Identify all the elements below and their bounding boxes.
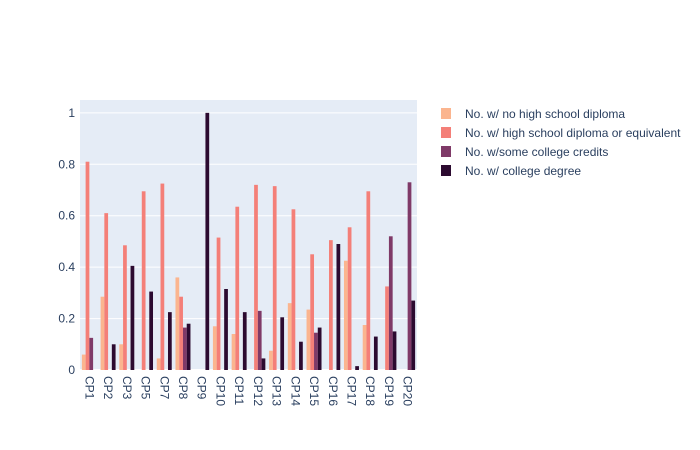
bar (272, 186, 277, 370)
bar (336, 244, 341, 370)
bar (182, 327, 187, 370)
bar (385, 286, 389, 370)
bar (119, 344, 124, 370)
bar (261, 358, 266, 370)
bar (212, 326, 217, 370)
bar (355, 366, 359, 370)
bar (224, 289, 228, 370)
x-tick-label: CP18 (363, 376, 377, 406)
plot-background (80, 100, 417, 370)
bar (242, 312, 247, 370)
x-tick-label: CP8 (176, 376, 190, 400)
bar (314, 332, 318, 370)
legend-label: No. w/ high school diploma or equivalent (465, 126, 681, 140)
x-tick-label: CP7 (157, 376, 171, 400)
bar (231, 334, 236, 370)
legend-swatch (441, 146, 451, 157)
bar (280, 317, 285, 370)
bar (392, 331, 397, 370)
bar (362, 325, 367, 370)
bars (81, 112, 416, 371)
bar (149, 291, 154, 370)
bar (130, 265, 135, 370)
bar (257, 310, 262, 370)
bar (411, 300, 416, 370)
legend-swatch (441, 127, 451, 138)
bar (186, 323, 191, 370)
legend-swatch (441, 165, 451, 176)
legend-label: No. w/some college credits (465, 145, 608, 159)
x-tick-label: CP16 (326, 376, 340, 406)
y-tick-label: 1 (68, 106, 75, 120)
x-tick-label: CP19 (382, 376, 396, 406)
bar (306, 309, 311, 370)
y-tick-label: 0.2 (58, 312, 75, 326)
bar (160, 183, 165, 370)
y-axis-ticks: 0 0.2 0.4 0.6 0.8 1 (58, 106, 75, 377)
bar (287, 303, 292, 370)
x-tick-label: CP17 (344, 376, 358, 406)
x-tick-label: CP3 (120, 376, 134, 400)
bar (254, 184, 258, 370)
bar (373, 336, 378, 370)
bar (310, 254, 315, 370)
legend: No. w/ no high school diploma No. w/ high… (441, 107, 681, 178)
x-tick-label: CP2 (101, 376, 115, 400)
x-tick-label: CP20 (401, 376, 415, 406)
bar (123, 245, 127, 370)
bar (343, 260, 348, 370)
legend-label: No. w/ no high school diploma (465, 107, 625, 121)
y-tick-label: 0.8 (58, 157, 75, 171)
bar (81, 354, 86, 370)
bar (299, 341, 303, 370)
y-tick-label: 0.6 (58, 209, 75, 223)
y-tick-label: 0.4 (58, 260, 75, 274)
bar (216, 237, 221, 370)
bar (111, 344, 116, 370)
legend-label: No. w/ college degree (465, 164, 581, 178)
bar (175, 277, 180, 370)
bar (141, 191, 146, 370)
x-tick-label: CP5 (139, 376, 153, 400)
bar (104, 213, 109, 370)
x-tick-label: CP1 (82, 376, 96, 400)
bar (291, 209, 296, 370)
x-tick-label: CP14 (288, 376, 302, 406)
x-tick-label: CP9 (195, 376, 209, 400)
bar (317, 327, 322, 370)
bar (366, 191, 371, 370)
y-tick-label: 0 (68, 363, 75, 377)
bar (347, 227, 352, 370)
x-tick-label: CP10 (213, 376, 227, 406)
bar (179, 296, 183, 370)
x-tick-label: CP13 (270, 376, 284, 406)
bar (100, 296, 105, 370)
bar (329, 240, 333, 370)
bar (235, 206, 240, 370)
bar (89, 337, 94, 370)
legend-swatch (441, 108, 451, 119)
x-tick-label: CP12 (251, 376, 265, 406)
bar (167, 312, 172, 370)
bar (156, 358, 161, 370)
bar (269, 350, 273, 370)
x-axis-ticks: CP1 CP2 CP3 CP5 CP7 CP8 CP9 CP10 CP11 CP12 CP13 CP1… (82, 376, 414, 406)
bar (85, 161, 90, 370)
grid-lines (80, 112, 417, 371)
x-tick-label: CP15 (307, 376, 321, 406)
bar (407, 182, 412, 370)
x-tick-label: CP11 (232, 376, 246, 405)
bar (205, 112, 210, 371)
bar (388, 236, 393, 370)
